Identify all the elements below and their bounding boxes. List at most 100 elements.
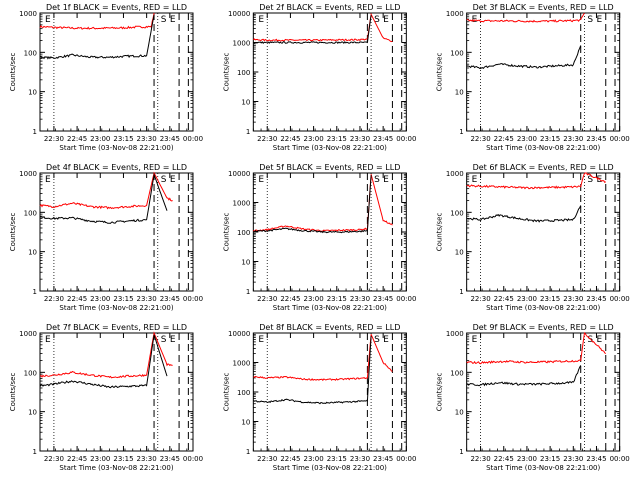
event-annotation: E bbox=[258, 175, 264, 185]
panel-3: Det 3f BLACK = Events, RED = LLD 1 10 100 10… bbox=[436, 3, 630, 152]
x-tick-label: 00:00 bbox=[396, 295, 416, 303]
event-annotation: E bbox=[472, 335, 478, 345]
plot-frame bbox=[466, 172, 621, 292]
y-tick-label: 100 bbox=[450, 209, 463, 217]
x-tick-label: 00:00 bbox=[610, 135, 630, 143]
y-tick-label: 10 bbox=[455, 89, 464, 97]
x-axis-label: Start Time (03-Nov-08 22:21:00) bbox=[273, 464, 387, 472]
y-tick-label: 10 bbox=[241, 419, 250, 427]
y-tick-label: 100 bbox=[24, 49, 37, 57]
y-tick-label: 1 bbox=[33, 288, 37, 296]
x-tick-label: 23:15 bbox=[540, 135, 560, 143]
x-tick-label: 23:45 bbox=[373, 455, 393, 463]
x-axis-label: Start Time (03-Nov-08 22:21:00) bbox=[59, 464, 173, 472]
x-tick-label: 23:00 bbox=[304, 135, 324, 143]
series-line-events bbox=[466, 205, 582, 223]
x-tick-label: 22:45 bbox=[280, 455, 300, 463]
panel-title: Det 5f BLACK = Events, RED = LLD bbox=[259, 163, 400, 172]
series-line-events bbox=[253, 175, 372, 234]
x-axis-label: Start Time (03-Nov-08 22:21:00) bbox=[486, 464, 600, 472]
series-line-events bbox=[466, 365, 582, 387]
x-tick-label: 23:00 bbox=[517, 135, 537, 143]
y-tick-label: 10 bbox=[28, 89, 37, 97]
y-tick-label: 10 bbox=[28, 249, 37, 257]
x-axis-label: Start Time (03-Nov-08 22:21:00) bbox=[273, 304, 387, 312]
x-tick-label: 23:00 bbox=[304, 295, 324, 303]
event-annotation: E bbox=[596, 175, 602, 185]
panel-6: Det 6f BLACK = Events, RED = LLD 1 10 100 10… bbox=[436, 163, 630, 312]
x-tick-label: 22:30 bbox=[470, 455, 490, 463]
x-tick-label: 23:45 bbox=[586, 455, 606, 463]
x-tick-label: 23:15 bbox=[113, 135, 133, 143]
panel-title: Det 9f BLACK = Events, RED = LLD bbox=[473, 323, 614, 332]
x-tick-label: 23:30 bbox=[137, 135, 157, 143]
event-annotation: E bbox=[170, 15, 176, 25]
event-annotation: E bbox=[258, 335, 264, 345]
plot-frame bbox=[39, 12, 194, 132]
y-tick-label: 1 bbox=[459, 448, 463, 456]
x-tick-label: 23:15 bbox=[540, 455, 560, 463]
y-tick-label: 10 bbox=[241, 99, 250, 107]
series-line-lld bbox=[466, 172, 607, 190]
x-axis-label: Start Time (03-Nov-08 22:21:00) bbox=[59, 144, 173, 152]
x-tick-label: 23:30 bbox=[137, 455, 157, 463]
panel-8: Det 8f BLACK = Events, RED = LLD 1 10 100 10… bbox=[222, 323, 416, 472]
x-tick-label: 00:00 bbox=[396, 455, 416, 463]
series-line-lld bbox=[39, 171, 173, 210]
panel-9: Det 9f BLACK = Events, RED = LLD 1 10 100 10… bbox=[436, 323, 630, 472]
x-tick-label: 23:30 bbox=[350, 135, 370, 143]
y-axis-label: Counts/sec bbox=[9, 213, 17, 252]
plot-frame bbox=[252, 12, 407, 132]
event-annotation: E bbox=[45, 175, 51, 185]
plot-frame bbox=[466, 12, 621, 132]
series-line-events bbox=[253, 335, 372, 405]
y-axis-label: Counts/sec bbox=[222, 373, 230, 412]
event-annotation: S bbox=[587, 175, 593, 185]
y-tick-label: 10000 bbox=[228, 170, 250, 178]
x-tick-label: 22:30 bbox=[44, 135, 64, 143]
event-annotation: E bbox=[45, 15, 51, 25]
x-tick-label: 23:45 bbox=[160, 295, 180, 303]
y-axis-label: Counts/sec bbox=[436, 373, 444, 412]
x-tick-label: 23:15 bbox=[327, 455, 347, 463]
y-axis-label: Counts/sec bbox=[9, 53, 17, 92]
y-axis-label: Counts/sec bbox=[9, 373, 17, 412]
x-tick-label: 00:00 bbox=[183, 295, 203, 303]
y-tick-label: 1000 bbox=[19, 170, 37, 178]
y-tick-label: 1 bbox=[246, 128, 250, 136]
series-line-events bbox=[466, 45, 582, 70]
series-line-lld bbox=[466, 12, 585, 23]
event-annotation: S bbox=[587, 15, 593, 25]
y-tick-label: 10 bbox=[455, 249, 464, 257]
x-tick-label: 23:45 bbox=[160, 135, 180, 143]
x-tick-label: 22:45 bbox=[67, 295, 87, 303]
x-tick-label: 22:45 bbox=[67, 455, 87, 463]
x-tick-label: 23:15 bbox=[327, 295, 347, 303]
series-line-events bbox=[39, 172, 168, 224]
event-annotation: E bbox=[472, 175, 478, 185]
x-tick-label: 23:15 bbox=[540, 295, 560, 303]
x-tick-label: 23:45 bbox=[373, 295, 393, 303]
x-tick-label: 22:45 bbox=[280, 135, 300, 143]
event-annotation: S bbox=[374, 15, 380, 25]
series-line-lld bbox=[39, 331, 173, 379]
y-tick-label: 100 bbox=[450, 49, 463, 57]
x-tick-label: 23:30 bbox=[563, 455, 583, 463]
x-tick-label: 00:00 bbox=[610, 295, 630, 303]
series-line-events bbox=[253, 15, 372, 44]
x-tick-label: 22:30 bbox=[257, 455, 277, 463]
plot-frame bbox=[466, 332, 621, 452]
y-tick-label: 1000 bbox=[446, 330, 464, 338]
event-annotation: E bbox=[383, 335, 389, 345]
panel-title: Det 2f BLACK = Events, RED = LLD bbox=[259, 3, 400, 12]
x-tick-label: 23:30 bbox=[350, 295, 370, 303]
x-tick-label: 00:00 bbox=[183, 135, 203, 143]
series-line-lld bbox=[466, 331, 607, 365]
y-axis-label: Counts/sec bbox=[222, 53, 230, 92]
panel-7: Det 7f BLACK = Events, RED = LLD 1 10 100 10… bbox=[9, 323, 203, 472]
panel-title: Det 1f BLACK = Events, RED = LLD bbox=[46, 3, 187, 12]
x-tick-label: 22:45 bbox=[494, 135, 514, 143]
panel-title: Det 6f BLACK = Events, RED = LLD bbox=[473, 163, 614, 172]
event-annotation: E bbox=[596, 15, 602, 25]
